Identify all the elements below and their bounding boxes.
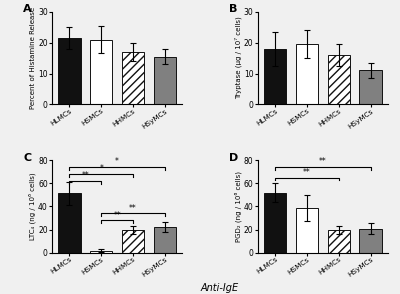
Y-axis label: Percent of Histamine Release: Percent of Histamine Release bbox=[30, 7, 36, 109]
Bar bbox=[360, 228, 382, 253]
Bar bbox=[296, 44, 318, 104]
Bar bbox=[122, 52, 144, 104]
Bar bbox=[264, 193, 286, 253]
Bar bbox=[90, 250, 112, 253]
Y-axis label: Tryptase (μg / 10⁷ cells): Tryptase (μg / 10⁷ cells) bbox=[234, 17, 242, 99]
Text: D: D bbox=[229, 153, 238, 163]
Bar bbox=[122, 230, 144, 253]
Bar bbox=[154, 56, 176, 104]
Text: *: * bbox=[99, 164, 103, 173]
Y-axis label: PGD₂ (ng / 10⁶ cells): PGD₂ (ng / 10⁶ cells) bbox=[234, 171, 242, 242]
Text: C: C bbox=[23, 153, 32, 163]
Y-axis label: LTC₄ (ng / 10⁶ cells): LTC₄ (ng / 10⁶ cells) bbox=[28, 173, 36, 240]
Bar bbox=[90, 40, 112, 104]
Text: *: * bbox=[115, 158, 119, 166]
Text: **: ** bbox=[82, 171, 89, 181]
Text: **: ** bbox=[113, 211, 121, 220]
Text: **: ** bbox=[129, 204, 137, 213]
Bar bbox=[264, 49, 286, 104]
Text: **: ** bbox=[303, 168, 311, 177]
Text: **: ** bbox=[319, 158, 327, 166]
Bar bbox=[328, 55, 350, 104]
Text: B: B bbox=[229, 4, 238, 14]
Bar bbox=[328, 230, 350, 253]
Bar bbox=[296, 208, 318, 253]
Bar bbox=[360, 71, 382, 104]
Bar bbox=[58, 193, 80, 253]
Text: Anti-IgE: Anti-IgE bbox=[201, 283, 239, 293]
Text: A: A bbox=[23, 4, 32, 14]
Bar bbox=[154, 227, 176, 253]
Bar bbox=[58, 38, 80, 104]
